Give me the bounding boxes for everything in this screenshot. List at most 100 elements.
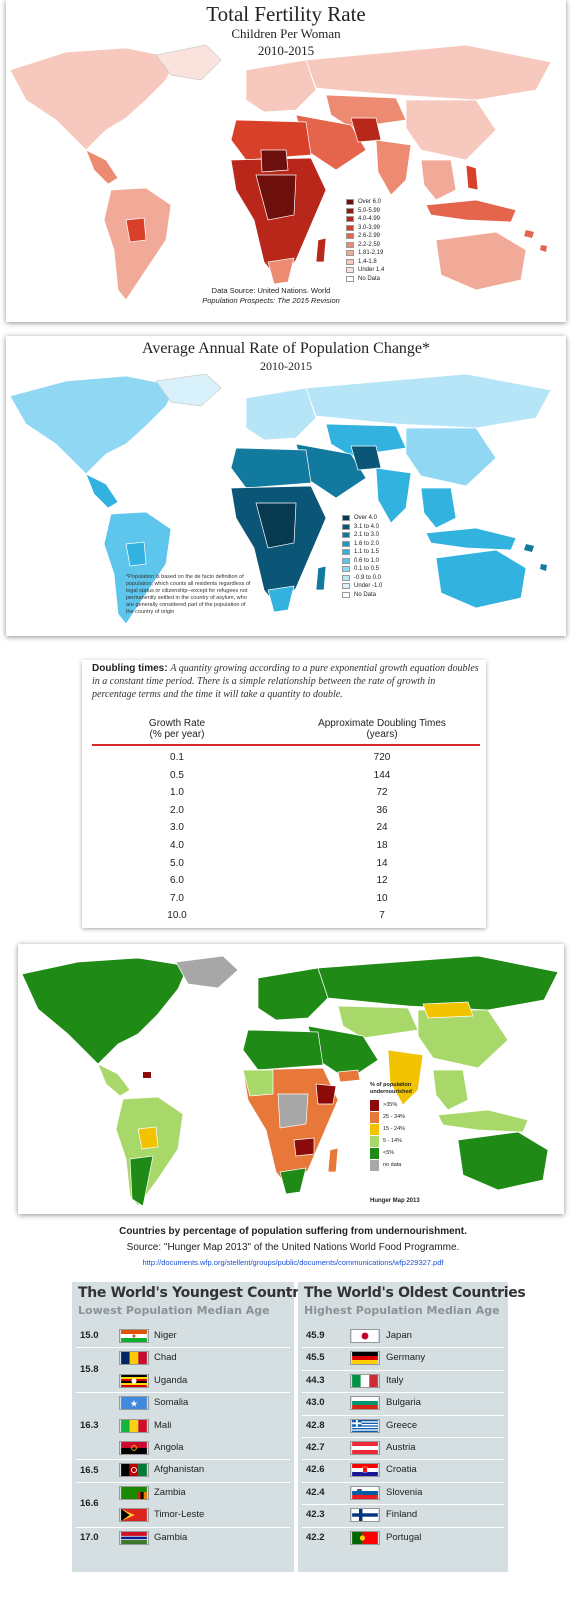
map-zambia [293,1137,315,1157]
map-north-america [9,47,177,151]
median-age: 42.7 [306,1442,325,1453]
doubling-rate-cell: 2.0 [170,804,184,816]
country-name: Timor-Leste [154,1509,205,1521]
hunger-source-link[interactable]: http://documents.wfp.org/stellent/groups… [142,1258,444,1267]
legend-label: no data [383,1161,402,1168]
doubling-label: Doubling times: [92,663,168,674]
hunger-caption2: Source: "Hunger Map 2013" of the United … [126,1242,460,1253]
doubling-years-cell: 36 [376,804,388,816]
median-age: 42.6 [306,1464,325,1476]
fertility-map [9,44,552,301]
country-name: Chad [154,1352,177,1364]
map-china [405,99,497,161]
popchange-years: 2010-2015 [260,359,312,373]
doubling-years-cell: 14 [376,857,388,869]
legend-swatch [342,532,350,539]
youngest-panel: The World's Youngest Countries Lowest Po… [72,1282,321,1572]
map-russia [305,44,552,101]
legend-entry: no data [370,1159,436,1171]
map-india [387,1049,424,1106]
doubling-panel: Doubling times: A quantity growing accor… [82,660,486,928]
doubling-rate-cell: 3.0 [170,822,184,834]
map-southeast-asia [432,1069,469,1111]
map-yemen [337,1069,361,1083]
map-central-asia [337,1005,419,1039]
median-age: 16.3 [80,1419,99,1431]
legend-label: 5 - 14% [383,1137,402,1144]
legend-label: 3.0-3.99 [358,224,381,231]
legend-swatch [370,1135,379,1147]
legend-label: <5% [383,1149,395,1156]
flag-germany-icon [350,1351,380,1366]
doubling-col1-header: Growth Rate (% per year) [122,718,232,740]
legend-swatch [342,540,350,547]
map-central-asia [325,423,407,457]
flag-afghanistan-icon [119,1463,149,1478]
legend-label: 0.1 to 0.5 [354,566,380,572]
hunger-map [21,955,559,1207]
flag-japan-icon [350,1329,380,1343]
popchange-title: Average Annual Rate of Population Change… [141,340,431,357]
legend-swatch [346,224,354,231]
flag-finland-icon [350,1508,380,1523]
doubling-col1-line1: Growth Rate [148,718,206,729]
legend-entry: 0.6 to 1.0 [342,557,382,566]
map-south-africa [279,1167,307,1195]
map-mongolia [422,1001,474,1019]
map-russia [305,373,552,429]
map-greenland [155,44,222,81]
map-central-america [85,149,119,185]
country-name: Niger [154,1330,177,1341]
flag-slovenia-icon [350,1485,380,1500]
legend-swatch [346,216,354,223]
legend-label: 1.4-1.8 [358,258,377,265]
fertility-source-line2: Population Prospects: The 2015 Revision [202,296,340,305]
legend-swatch [342,566,350,573]
doubling-years-cell: 7 [379,910,385,922]
map-afghanistan [350,445,382,471]
oldest-title: The World's Oldest Countries [304,1285,526,1301]
legend-entry: 1.1 to 1.5 [342,548,382,557]
legend-swatch [346,241,354,248]
country-name: Gambia [154,1531,188,1543]
map-europe [245,387,317,441]
legend-swatch [342,574,350,581]
map-australia [435,231,527,291]
legend-label: Over 6.0 [358,199,382,205]
doubling-years-cell: 24 [376,822,388,834]
legend-swatch [370,1099,379,1111]
flag-mali-icon [119,1418,149,1433]
map-south-america [115,1096,184,1207]
map-southern-cone [129,1155,154,1207]
map-indonesia [437,1109,529,1133]
row-divider [76,1347,290,1349]
legend-entry: 5.0-5.99 [346,207,384,216]
legend-swatch [370,1123,379,1135]
doubling-rate-cell: 6.0 [170,875,184,887]
map-afghanistan [350,117,382,143]
fertility-legend: Over 6.0 5.0-5.99 4.0-4.99 3.0-3.99 2.6-2.99… [346,198,384,283]
legend-label: -0.9 to 0.0 [354,574,382,581]
legend-label: 1.6 to 2.0 [354,540,380,547]
doubling-rate-cell: 10.0 [167,910,187,922]
flag-angola-icon [119,1441,149,1455]
row-divider [302,1414,504,1416]
map-north-america [21,957,189,1065]
map-west-africa [242,1069,274,1097]
popchange-legend: Over 4.0 3.1 to 4.0 2.1 to 3.0 1.6 to 2.0 1.… [342,514,382,599]
legend-label: 3.1 to 4.0 [354,523,380,530]
flag-greece-icon [350,1418,380,1433]
row-divider [76,1526,290,1528]
row-divider [302,1369,504,1371]
map-pacific-islands [524,230,547,252]
map-europe [245,59,317,113]
median-age: 45.5 [306,1352,325,1364]
doubling-years-cell: 144 [373,769,391,781]
legend-entry: 1.4-1.8 [346,258,384,267]
map-niger [260,149,289,173]
legend-entry: 2.1 to 3.0 [342,531,382,540]
doubling-years-cell: 72 [376,787,388,799]
popchange-footnote: *Population is based on the de facto def… [126,574,251,615]
legend-swatch [346,199,354,206]
country-name: Bulgaria [386,1397,421,1409]
